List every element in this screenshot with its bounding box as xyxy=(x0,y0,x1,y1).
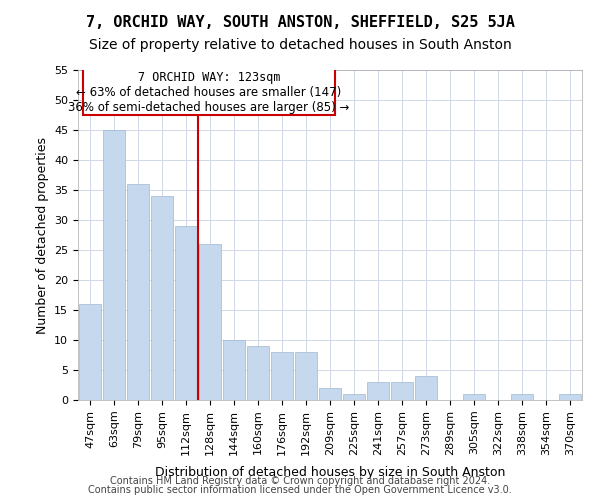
Bar xyxy=(199,244,221,400)
Bar xyxy=(559,394,581,400)
Bar xyxy=(463,394,485,400)
Text: 7, ORCHID WAY, SOUTH ANSTON, SHEFFIELD, S25 5JA: 7, ORCHID WAY, SOUTH ANSTON, SHEFFIELD, … xyxy=(86,15,514,30)
Bar xyxy=(391,382,413,400)
Text: 36% of semi-detached houses are larger (85) →: 36% of semi-detached houses are larger (… xyxy=(68,100,349,114)
Bar xyxy=(127,184,149,400)
Bar xyxy=(151,196,173,400)
Bar xyxy=(415,376,437,400)
Bar xyxy=(247,346,269,400)
Bar xyxy=(319,388,341,400)
Bar xyxy=(343,394,365,400)
Bar xyxy=(175,226,197,400)
Text: Contains public sector information licensed under the Open Government Licence v3: Contains public sector information licen… xyxy=(88,485,512,495)
Bar xyxy=(271,352,293,400)
Text: ← 63% of detached houses are smaller (147): ← 63% of detached houses are smaller (14… xyxy=(76,86,341,98)
Y-axis label: Number of detached properties: Number of detached properties xyxy=(35,136,49,334)
Text: 7 ORCHID WAY: 123sqm: 7 ORCHID WAY: 123sqm xyxy=(137,71,280,84)
Bar xyxy=(103,130,125,400)
FancyBboxPatch shape xyxy=(83,64,335,115)
Bar xyxy=(223,340,245,400)
X-axis label: Distribution of detached houses by size in South Anston: Distribution of detached houses by size … xyxy=(155,466,505,479)
Text: Size of property relative to detached houses in South Anston: Size of property relative to detached ho… xyxy=(89,38,511,52)
Bar xyxy=(79,304,101,400)
Bar xyxy=(511,394,533,400)
Bar xyxy=(295,352,317,400)
Text: Contains HM Land Registry data © Crown copyright and database right 2024.: Contains HM Land Registry data © Crown c… xyxy=(110,476,490,486)
Bar xyxy=(367,382,389,400)
